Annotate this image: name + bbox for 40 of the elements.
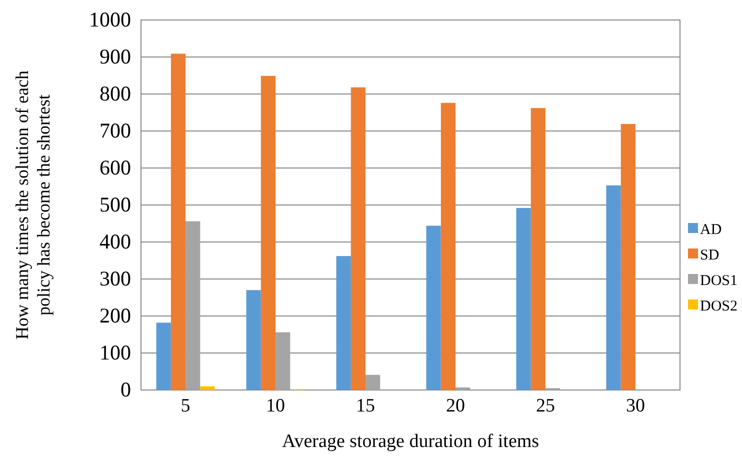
x-axis-title: Average storage duration of items xyxy=(282,431,540,452)
y-axis-title: How many times the solution of each policy has become the shortest xyxy=(12,70,54,340)
bar xyxy=(336,256,351,390)
bar xyxy=(366,374,380,390)
x-tick-label: 5 xyxy=(180,395,190,416)
y-tick-label: 700 xyxy=(100,118,131,143)
y-tick-label: 300 xyxy=(100,266,131,291)
x-tick-label: 10 xyxy=(266,395,286,416)
y-tick-label: 900 xyxy=(100,44,131,69)
bar xyxy=(606,185,621,390)
bar xyxy=(156,322,171,390)
y-tick-label: 0 xyxy=(120,378,131,402)
x-tick-label: 15 xyxy=(356,395,376,416)
y-tick-label: 400 xyxy=(100,230,131,254)
legend-label: SD xyxy=(700,248,720,264)
bar xyxy=(440,102,456,390)
y-tick-label: 500 xyxy=(100,192,131,217)
x-tick-label: 30 xyxy=(626,395,645,416)
bar xyxy=(516,208,531,390)
y-tick-label: 200 xyxy=(100,304,131,328)
bar xyxy=(200,386,215,390)
bar xyxy=(246,290,261,390)
y-tick-label: 1000 xyxy=(89,8,131,32)
bar xyxy=(530,108,546,390)
bar xyxy=(426,226,441,390)
y-tick-label: 800 xyxy=(100,82,131,106)
x-tick-label: 20 xyxy=(446,395,465,416)
bar xyxy=(455,387,470,390)
legend-label: DOS2 xyxy=(700,298,738,314)
x-tick-label: 25 xyxy=(536,395,555,416)
bar xyxy=(260,76,276,390)
y-tick-label: 100 xyxy=(100,340,131,365)
bar xyxy=(186,221,200,390)
bar xyxy=(170,54,186,390)
legend-label: DOS1 xyxy=(700,273,738,289)
bar xyxy=(620,124,636,390)
y-tick-label: 600 xyxy=(100,156,131,180)
bar xyxy=(276,332,290,390)
bar xyxy=(350,87,366,390)
legend-label: AD xyxy=(700,222,722,238)
